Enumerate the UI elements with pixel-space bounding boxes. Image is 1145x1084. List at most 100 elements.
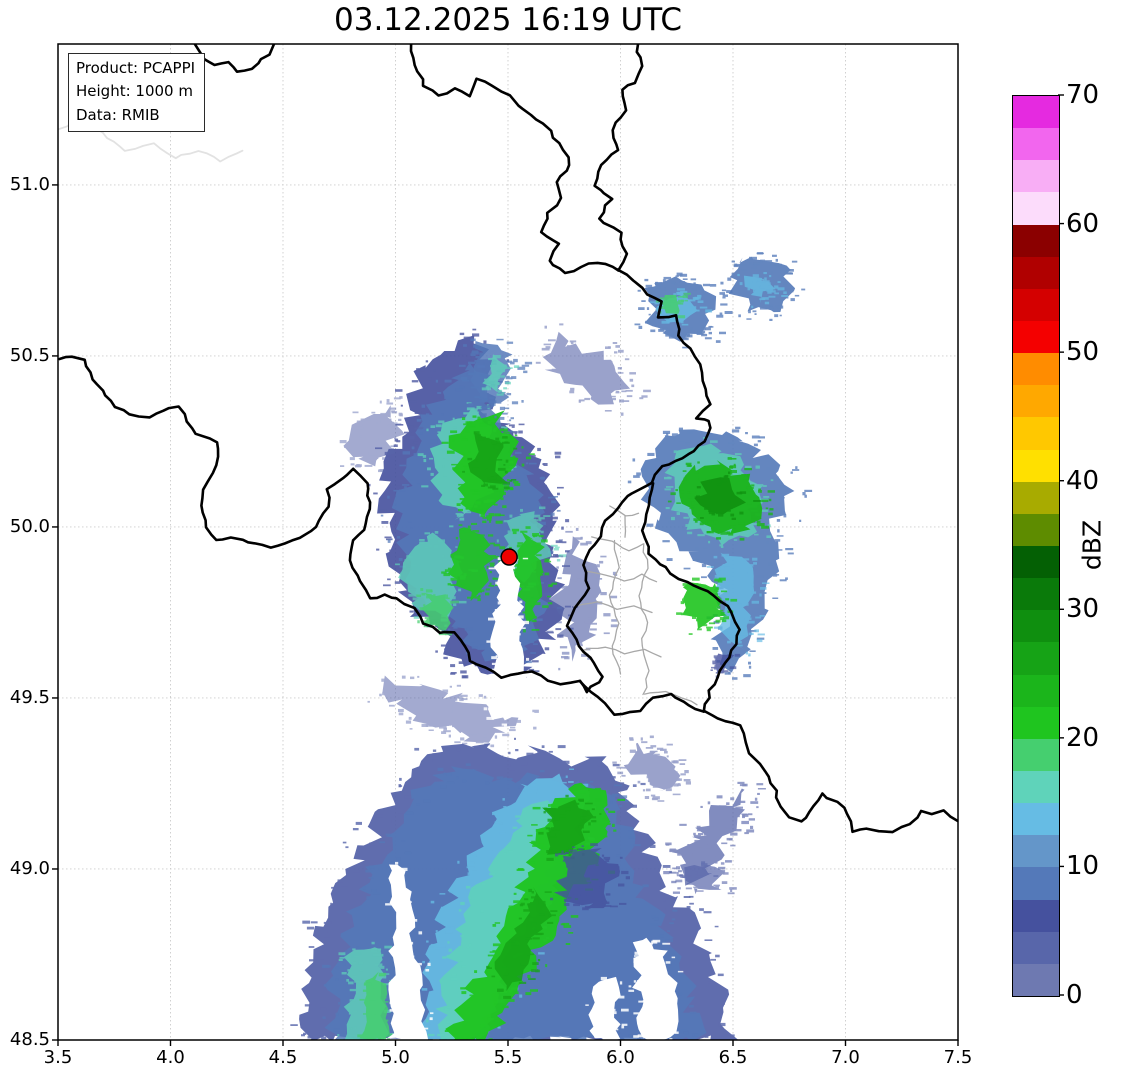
colorbar-segment-26 bbox=[1013, 128, 1059, 161]
province-borders bbox=[58, 119, 698, 706]
colorbar-segment-19 bbox=[1013, 353, 1059, 386]
y-tick-51.0: 51.0 bbox=[9, 173, 50, 195]
colorbar-segment-16 bbox=[1013, 449, 1059, 482]
y-tick-49.5: 49.5 bbox=[9, 686, 50, 708]
border-be-de bbox=[616, 268, 712, 484]
echo-cell-north-cluster-e-aqua bbox=[737, 272, 789, 308]
colorbar-segment-24 bbox=[1013, 192, 1059, 225]
y-tick-49.0: 49.0 bbox=[9, 857, 50, 879]
border-lux-canton-h4 bbox=[582, 646, 662, 658]
colorbar-segment-25 bbox=[1013, 160, 1059, 193]
echo-cell-radar-shadow-void bbox=[483, 557, 542, 727]
dbz-colorbar bbox=[1012, 95, 1060, 997]
border-lux-canton-v1 bbox=[608, 539, 622, 675]
echo-cell-central-green-dark bbox=[462, 431, 518, 490]
echo-cell-central-ne-sparse bbox=[535, 323, 651, 416]
colorbar-segment-17 bbox=[1013, 417, 1059, 450]
x-tick-6.5: 6.5 bbox=[718, 1047, 748, 1068]
border-fr-be bbox=[58, 355, 582, 686]
echo-cell-south-left-green-column bbox=[357, 971, 394, 1040]
colorbar-tick-0: 0 bbox=[1066, 980, 1083, 1010]
map-content bbox=[58, 44, 958, 1040]
radar-site-marker bbox=[500, 548, 518, 566]
colorbar-segment-27 bbox=[1013, 96, 1059, 129]
x-tick-7.0: 7.0 bbox=[831, 1047, 860, 1068]
border-be-nl-west bbox=[193, 44, 276, 73]
colorbar-segment-0 bbox=[1013, 963, 1059, 996]
colorbar-tick-40: 40 bbox=[1066, 465, 1100, 496]
data-source-line: Data: RMIB bbox=[76, 105, 160, 124]
colorbar-tick-20: 20 bbox=[1066, 722, 1100, 753]
y-tick-48.5: 48.5 bbox=[9, 1029, 50, 1050]
x-tick-6.0: 6.0 bbox=[606, 1047, 635, 1068]
colorbar-segment-21 bbox=[1013, 288, 1059, 322]
colorbar-axis-label: dBZ bbox=[1077, 519, 1107, 571]
colorbar-segment-20 bbox=[1013, 321, 1059, 354]
colorbar-segment-15 bbox=[1013, 481, 1059, 514]
echo-cell-south-white-wedge-e bbox=[628, 937, 684, 1040]
border-be-lu bbox=[565, 481, 654, 694]
x-tick-5.0: 5.0 bbox=[381, 1047, 410, 1068]
page-title: 03.12.2025 16:19 UTC bbox=[334, 2, 682, 38]
colorbar-segment-9 bbox=[1013, 674, 1059, 707]
echo-cell-east-tail-green bbox=[676, 577, 738, 635]
colorbar-segment-12 bbox=[1013, 578, 1059, 611]
echo-cell-metz-specks bbox=[612, 735, 691, 802]
colorbar-segment-13 bbox=[1013, 546, 1059, 579]
echo-cell-south-green-core-n bbox=[538, 794, 602, 861]
colorbar-segment-3 bbox=[1013, 867, 1059, 900]
colorbar-tick-50: 50 bbox=[1066, 337, 1100, 368]
border-nl-de bbox=[593, 44, 644, 272]
echo-cell-moselle-specks-2 bbox=[672, 861, 737, 895]
border-fr-lu bbox=[578, 680, 706, 716]
height-line: Height: 1000 m bbox=[76, 82, 193, 101]
echo-cell-east-cluster-green-dark bbox=[694, 471, 762, 520]
colorbar-segment-5 bbox=[1013, 803, 1059, 836]
x-tick-3.5: 3.5 bbox=[43, 1047, 73, 1068]
x-tick-4.5: 4.5 bbox=[268, 1047, 298, 1068]
colorbar-segment-7 bbox=[1013, 738, 1059, 772]
border-lu-de bbox=[640, 482, 741, 713]
y-tick-50.0: 50.0 bbox=[9, 515, 50, 537]
echo-cell-south-green-core-s bbox=[486, 886, 558, 999]
colorbar-tick-70: 70 bbox=[1066, 80, 1100, 110]
x-tick-4.0: 4.0 bbox=[156, 1047, 185, 1068]
border-fr-de bbox=[703, 709, 958, 834]
colorbar-segment-14 bbox=[1013, 513, 1059, 547]
colorbar-segment-8 bbox=[1013, 706, 1059, 739]
colorbar-segment-4 bbox=[1013, 835, 1059, 868]
colorbar-segment-18 bbox=[1013, 385, 1059, 418]
border-lux-canton-v2 bbox=[638, 543, 650, 696]
radar-site-dot bbox=[500, 548, 518, 566]
colorbar-segment-10 bbox=[1013, 642, 1059, 675]
colorbar-segment-11 bbox=[1013, 610, 1059, 643]
echo-cell-south-white-wedge-m bbox=[585, 976, 629, 1040]
colorbar-segment-22 bbox=[1013, 256, 1059, 289]
echo-cell-west-sparse bbox=[339, 396, 424, 473]
product-line: Product: PCAPPI bbox=[76, 59, 196, 77]
border-be-nl-east bbox=[409, 44, 620, 275]
echo-cell-moselle-specks-1 bbox=[663, 781, 766, 894]
colorbar-segment-2 bbox=[1013, 899, 1059, 932]
colorbar-segment-23 bbox=[1013, 224, 1059, 257]
precipitation-echoes bbox=[290, 252, 813, 1040]
axis-tick-marks bbox=[52, 94, 1064, 1046]
border-lux-canton-n2 bbox=[624, 515, 627, 538]
country-borders bbox=[58, 44, 958, 834]
product-info-box: Product: PCAPPI Height: 1000 m Data: RMI… bbox=[68, 53, 206, 132]
colorbar-tick-10: 10 bbox=[1066, 851, 1100, 882]
colorbar-tick-60: 60 bbox=[1066, 208, 1100, 239]
echo-cell-north-cluster-w-green bbox=[655, 292, 691, 319]
echo-cell-south-slate-patch bbox=[550, 843, 630, 911]
echo-cell-central-top-aqua bbox=[481, 354, 520, 396]
x-tick-5.5: 5.5 bbox=[493, 1047, 523, 1068]
border-lux-canton-h2 bbox=[586, 570, 658, 583]
colorbar-tick-30: 30 bbox=[1066, 594, 1100, 625]
echo-cell-central-green-mid bbox=[441, 522, 506, 602]
y-tick-50.5: 50.5 bbox=[9, 344, 50, 366]
colorbar-segment-1 bbox=[1013, 931, 1059, 964]
x-tick-7.5: 7.5 bbox=[943, 1047, 973, 1068]
colorbar-segment-6 bbox=[1013, 771, 1059, 804]
